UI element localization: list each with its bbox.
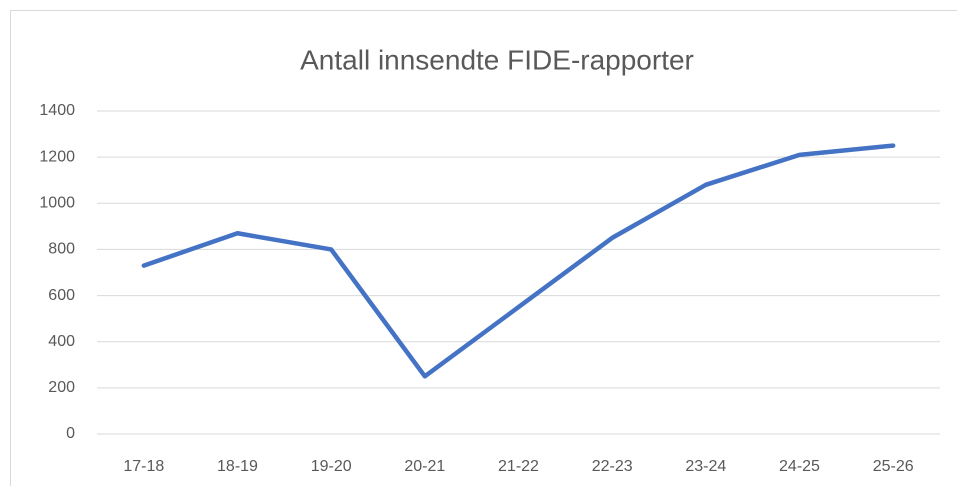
x-tick-label: 20-21 [404,458,445,475]
y-tick-label: 400 [48,333,75,350]
y-tick-label: 1200 [39,148,75,165]
y-tick-label: 1400 [39,102,75,119]
chart-title: Antall innsendte FIDE-rapporter [300,44,694,75]
y-tick-label: 1000 [39,195,75,212]
y-tick-label: 200 [48,379,75,396]
y-tick-label: 0 [66,425,75,442]
x-tick-label: 18-19 [217,458,258,475]
x-tick-label: 25-26 [873,458,914,475]
chart-border [10,10,957,486]
x-tick-label: 23-24 [685,458,726,475]
x-tick-label: 22-23 [592,458,633,475]
x-tick-label: 17-18 [123,458,164,475]
x-tick-label: 21-22 [498,458,539,475]
x-tick-label: 24-25 [779,458,820,475]
x-tick-label: 19-20 [311,458,352,475]
data-line [141,143,896,379]
y-tick-label: 600 [48,287,75,304]
y-tick-label: 800 [48,241,75,258]
